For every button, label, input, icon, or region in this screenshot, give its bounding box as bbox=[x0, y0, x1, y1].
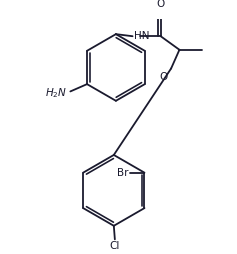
Text: Cl: Cl bbox=[110, 241, 120, 251]
Text: Br: Br bbox=[117, 168, 129, 178]
Text: HN: HN bbox=[134, 31, 149, 41]
Text: O: O bbox=[157, 0, 165, 9]
Text: $H_2N$: $H_2N$ bbox=[45, 87, 67, 100]
Text: O: O bbox=[160, 72, 168, 82]
